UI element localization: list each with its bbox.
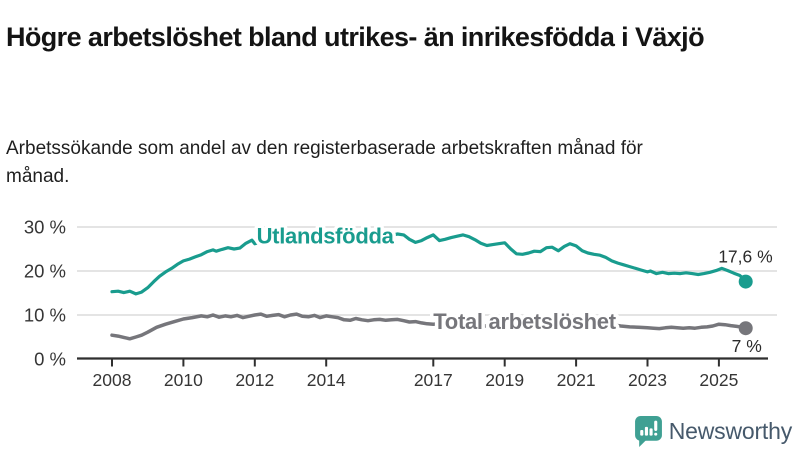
x-tick-label: 2023 <box>628 370 667 390</box>
x-tick-label: 2008 <box>93 370 132 390</box>
newsworthy-logo: Newsworthy <box>634 416 792 447</box>
newsworthy-logo-icon <box>634 416 662 447</box>
y-tick-label: 30 % <box>24 217 66 238</box>
y-tick-label: 20 % <box>24 261 66 282</box>
x-tick-label: 2017 <box>414 370 453 390</box>
series-label-utlandsfodda: Utlandsfödda <box>257 223 395 248</box>
x-tick-label: 2025 <box>699 370 738 390</box>
end-label-utlandsfodda: 17,6 % <box>718 247 772 267</box>
x-tick-label: 2012 <box>235 370 274 390</box>
end-label-total: 7 % <box>732 336 762 356</box>
x-tick-label: 2019 <box>485 370 524 390</box>
line-utlandsfodda <box>110 231 748 296</box>
x-tick-label: 2010 <box>164 370 203 390</box>
end-dot-utlandsfodda <box>738 274 753 289</box>
end-dot-total <box>738 321 753 336</box>
newsworthy-wordmark: Newsworthy <box>668 418 792 444</box>
x-tick-label: 2014 <box>307 370 346 390</box>
x-tick-label: 2021 <box>557 370 596 390</box>
line-total <box>110 312 748 341</box>
chart-title: Högre arbetslöshet bland utrikes- än inr… <box>6 22 705 53</box>
y-tick-label: 0 % <box>34 349 66 370</box>
chart-subtitle: Arbetssökande som andel av den registerb… <box>6 138 643 187</box>
series-label-total: Total arbetslöshet <box>433 309 616 334</box>
y-tick-label: 10 % <box>24 305 66 326</box>
